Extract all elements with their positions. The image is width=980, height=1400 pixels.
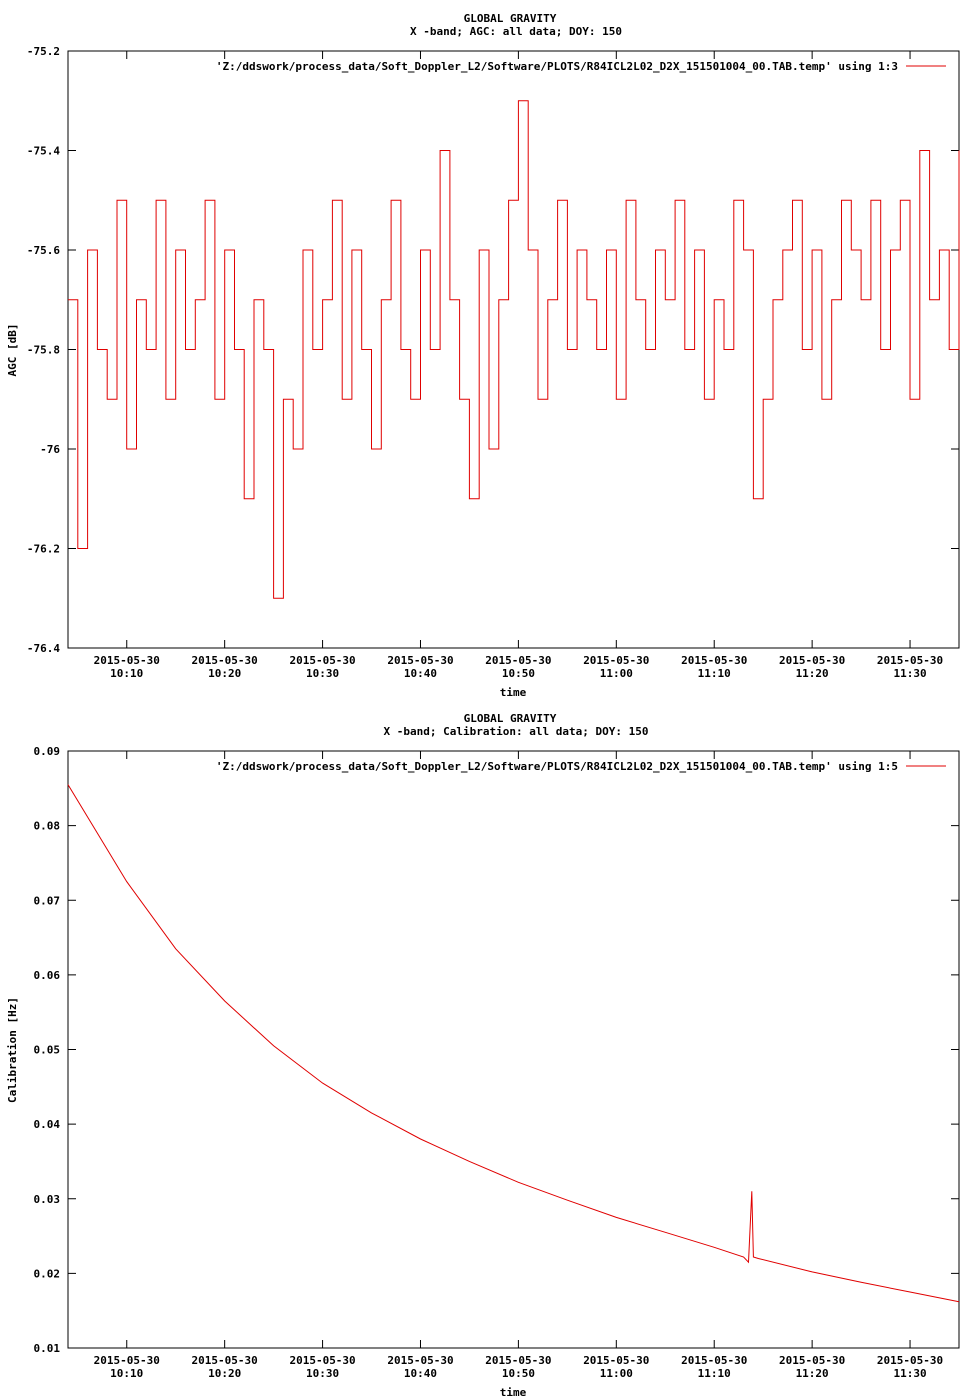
x-axis: 2015-05-3010:102015-05-3010:202015-05-30… xyxy=(94,51,943,680)
x-tick-label: 10:10 xyxy=(110,667,143,680)
y-tick-label: 0.08 xyxy=(34,820,61,833)
series-group xyxy=(68,100,960,599)
x-tick-label: 10:10 xyxy=(110,1367,143,1380)
x-tick-label: 10:30 xyxy=(306,667,339,680)
y-tick-label: 0.07 xyxy=(34,894,61,907)
x-tick-label: 10:40 xyxy=(404,667,437,680)
chart-subtitle: X -band; AGC: all data; DOY: 150 xyxy=(410,25,622,38)
x-axis: 2015-05-3010:102015-05-3010:202015-05-30… xyxy=(94,751,943,1380)
x-tick-label: 10:50 xyxy=(502,1367,535,1380)
y-tick-label: -76 xyxy=(40,443,60,456)
y-tick-label: 0.06 xyxy=(34,969,61,982)
x-tick-date-label: 2015-05-30 xyxy=(289,1354,355,1367)
x-axis-label: time xyxy=(500,1386,527,1399)
x-tick-label: 10:50 xyxy=(502,667,535,680)
x-tick-date-label: 2015-05-30 xyxy=(94,654,160,667)
chart-subtitle: X -band; Calibration: all data; DOY: 150 xyxy=(384,725,649,738)
x-tick-label: 11:00 xyxy=(600,1367,633,1380)
y-axis-label: AGC [dB] xyxy=(6,324,19,377)
y-tick-label: 0.01 xyxy=(34,1342,61,1355)
legend: 'Z:/ddswork/process_data/Soft_Doppler_L2… xyxy=(216,760,946,773)
x-tick-label: 11:20 xyxy=(796,667,829,680)
x-tick-label: 10:20 xyxy=(208,667,241,680)
x-tick-date-label: 2015-05-30 xyxy=(877,654,943,667)
chart-title: GLOBAL GRAVITY xyxy=(464,12,557,25)
legend-label: 'Z:/ddswork/process_data/Soft_Doppler_L2… xyxy=(216,60,898,73)
x-tick-date-label: 2015-05-30 xyxy=(192,1354,258,1367)
y-tick-label: 0.09 xyxy=(34,745,61,758)
x-tick-date-label: 2015-05-30 xyxy=(94,1354,160,1367)
legend: 'Z:/ddswork/process_data/Soft_Doppler_L2… xyxy=(216,60,946,73)
x-tick-date-label: 2015-05-30 xyxy=(583,1354,649,1367)
x-tick-date-label: 2015-05-30 xyxy=(779,1354,845,1367)
x-tick-label: 11:30 xyxy=(893,667,926,680)
x-tick-label: 11:10 xyxy=(698,1367,731,1380)
x-tick-label: 10:30 xyxy=(306,1367,339,1380)
series-line xyxy=(68,100,960,599)
x-tick-date-label: 2015-05-30 xyxy=(387,1354,453,1367)
agc-chart: GLOBAL GRAVITY X -band; AGC: all data; D… xyxy=(6,12,960,699)
x-tick-date-label: 2015-05-30 xyxy=(681,1354,747,1367)
y-tick-label: -75.2 xyxy=(27,45,60,58)
y-tick-label: -75.4 xyxy=(27,145,60,158)
x-tick-label: 11:20 xyxy=(796,1367,829,1380)
x-tick-date-label: 2015-05-30 xyxy=(387,654,453,667)
y-tick-label: 0.05 xyxy=(34,1044,61,1057)
series-line xyxy=(67,784,960,1303)
x-tick-label: 11:10 xyxy=(698,667,731,680)
y-tick-label: 0.02 xyxy=(34,1267,61,1280)
x-tick-label: 11:30 xyxy=(893,1367,926,1380)
x-tick-label: 10:20 xyxy=(208,1367,241,1380)
x-tick-label: 10:40 xyxy=(404,1367,437,1380)
y-tick-label: -76.4 xyxy=(27,642,60,655)
x-tick-date-label: 2015-05-30 xyxy=(583,654,649,667)
x-axis-label: time xyxy=(500,686,527,699)
x-tick-date-label: 2015-05-30 xyxy=(485,1354,551,1367)
y-tick-label: -76.2 xyxy=(27,543,60,556)
series-group xyxy=(67,784,960,1303)
y-tick-label: 0.03 xyxy=(34,1193,61,1206)
y-tick-label: -75.6 xyxy=(27,244,60,257)
x-tick-date-label: 2015-05-30 xyxy=(779,654,845,667)
y-tick-label: 0.04 xyxy=(34,1118,61,1131)
chart-title: GLOBAL GRAVITY xyxy=(464,712,557,725)
legend-label: 'Z:/ddswork/process_data/Soft_Doppler_L2… xyxy=(216,760,898,773)
y-axis: -75.2 -75.4 -75.6 -75.8 -76 -76.2 -76.4 xyxy=(27,45,959,655)
x-tick-label: 11:00 xyxy=(600,667,633,680)
calibration-chart: GLOBAL GRAVITY X -band; Calibration: all… xyxy=(6,712,960,1399)
x-tick-date-label: 2015-05-30 xyxy=(877,1354,943,1367)
x-tick-date-label: 2015-05-30 xyxy=(485,654,551,667)
x-tick-date-label: 2015-05-30 xyxy=(192,654,258,667)
y-axis: 0.09 0.08 0.07 0.06 0.05 0.04 0.03 0.02 0.01 xyxy=(34,745,959,1355)
x-tick-date-label: 2015-05-30 xyxy=(681,654,747,667)
y-axis-label: Calibration [Hz] xyxy=(6,997,19,1103)
x-tick-date-label: 2015-05-30 xyxy=(289,654,355,667)
y-tick-label: -75.8 xyxy=(27,344,60,357)
